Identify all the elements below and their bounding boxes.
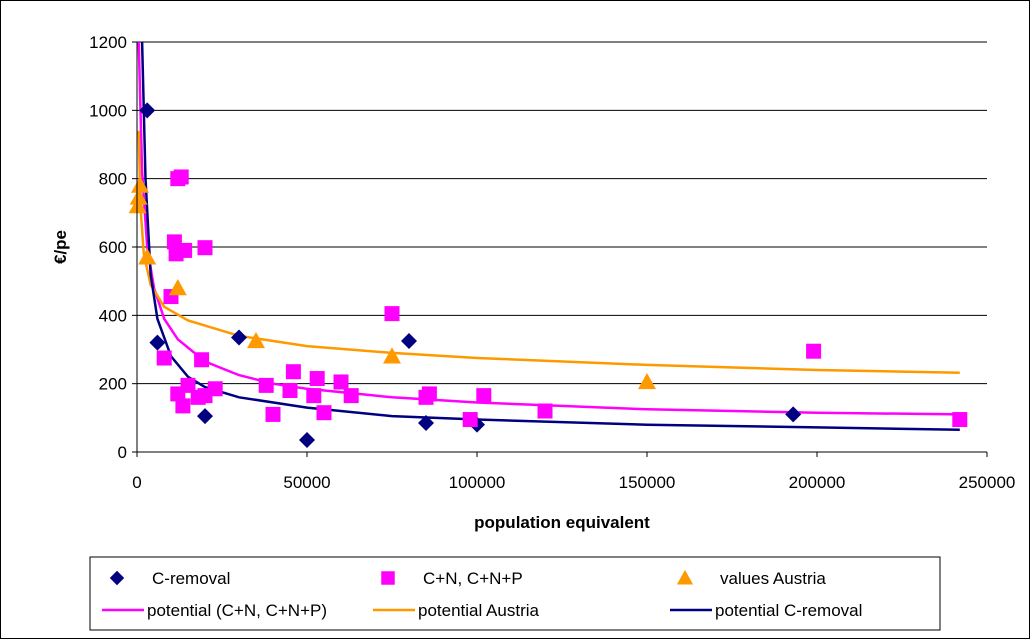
x-axis-title: population equivalent [474,513,650,532]
y-tick-label: 400 [99,306,127,325]
data-point-triangle [247,331,265,349]
legend-marker-square [381,571,395,585]
legend-label: values Austria [720,569,826,588]
axes [132,41,988,457]
data-point-diamond [231,329,247,346]
data-point-triangle [131,176,150,193]
x-tick-labels: 0 50000 100000 150000 200000 250000 [132,473,1015,492]
data-point-square [476,388,492,404]
data-point-square [177,242,193,258]
data-point-diamond [197,408,213,425]
y-axis-title: €/pe [51,230,70,264]
data-point-square [173,169,189,185]
legend-label: C-removal [152,569,230,588]
y-tick-label: 200 [99,375,127,394]
data-point-square [806,343,822,359]
data-point-diamond [139,102,156,119]
y-tick-labels: 0 200 400 600 800 1000 1200 [89,33,127,462]
data-point-square [462,412,478,428]
x-tick-label: 200000 [789,473,846,492]
gridlines [137,41,987,385]
data-point-square [952,412,968,428]
data-point-square [258,377,274,393]
data-point-triangle [128,197,147,214]
data-point-diamond [149,334,166,351]
data-point-triangle [129,188,148,205]
data-point-square [175,398,191,414]
data-point-square [384,306,400,322]
legend-label: potential (C+N, C+N+P) [147,601,327,620]
data-point-diamond [401,332,417,349]
y-tick-label: 1200 [89,33,127,52]
data-markers [128,102,968,449]
data-point-square [285,364,301,380]
data-point-square [265,406,281,422]
legend: C-removal C+N, C+N+P values Austria potenti… [89,556,941,631]
data-point-square [194,352,210,368]
data-point-square [316,405,332,421]
data-point-square [156,350,172,366]
y-tick-label: 800 [99,170,127,189]
x-tick-label: 0 [132,473,141,492]
legend-label: potential C-removal [715,601,862,620]
y-tick-label: 600 [99,238,127,257]
x-tick-label: 150000 [619,473,676,492]
data-point-triangle [638,372,656,390]
data-point-triangle [168,279,187,296]
legend-label: potential Austria [418,601,540,620]
data-point-diamond [418,414,434,431]
x-tick-label: 50000 [283,473,330,492]
data-point-square [421,386,437,402]
data-point-square [309,371,325,387]
legend-box [89,556,941,631]
data-point-square [306,388,322,404]
data-point-square [282,383,298,398]
data-point-square [343,388,359,404]
x-tick-label: 100000 [449,473,506,492]
data-point-square [537,403,553,419]
data-point-square [333,374,349,390]
data-point-square [197,240,213,256]
data-point-square [207,381,223,397]
data-point-diamond [785,406,802,423]
legend-label: C+N, C+N+P [423,569,523,588]
legend-marker-diamond [109,570,125,586]
data-point-square [180,377,196,393]
y-tick-label: 0 [118,443,127,462]
data-point-triangle [383,347,401,364]
data-point-triangle [138,248,157,265]
data-point-diamond [299,432,315,449]
y-tick-label: 1000 [89,101,127,120]
x-tick-label: 250000 [959,473,1016,492]
legend-marker-triangle [676,569,694,585]
